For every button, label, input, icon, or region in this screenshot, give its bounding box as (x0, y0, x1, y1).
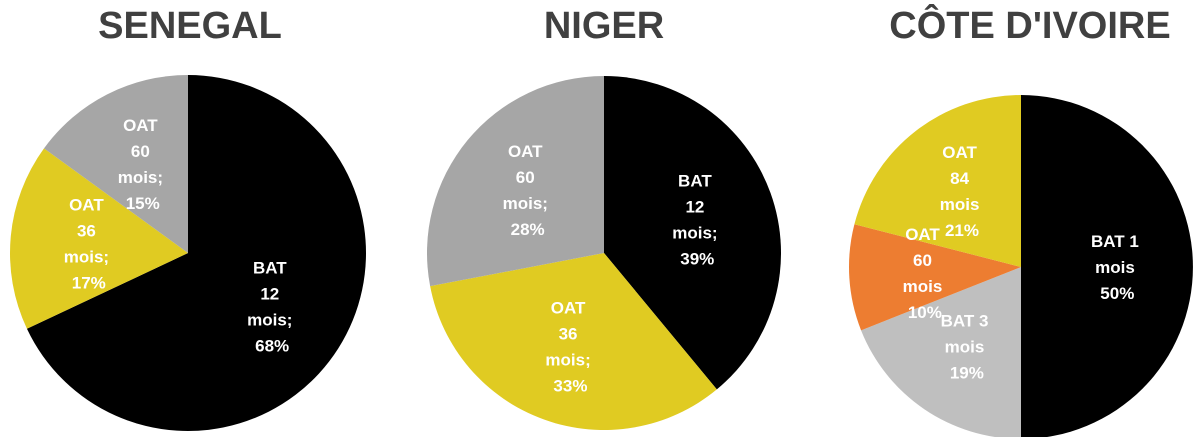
data-label: BAT 12 mois; 68% (247, 258, 297, 355)
pie-slice (1021, 95, 1193, 437)
pie-slice (26, 75, 366, 431)
pie-slice (430, 253, 717, 430)
data-label: OAT 84 mois 21% (940, 143, 984, 240)
pie-slice (849, 224, 1021, 331)
data-label: BAT 1 mois 50% (1091, 232, 1144, 303)
pie-slice (10, 148, 189, 329)
pie-slice (861, 267, 1021, 437)
data-label: OAT 60 mois; 15% (118, 116, 168, 213)
data-label: OAT 36 mois; 33% (545, 298, 595, 395)
pie-slice (427, 76, 604, 287)
chart-title: NIGER (544, 5, 664, 47)
chart-title: SENEGAL (98, 5, 282, 47)
data-label: BAT 3 mois 19% (941, 312, 994, 383)
data-label: OAT 60 mois; 28% (503, 142, 553, 239)
data-label: OAT 60 mois 10% (903, 225, 947, 322)
data-label: BAT 12 mois; 39% (672, 171, 722, 268)
chart-title: CÔTE D'IVOIRE (889, 2, 1170, 47)
data-label: OAT 36 mois; 17% (64, 196, 114, 293)
pie-slice (43, 75, 188, 253)
pie-slice (604, 76, 782, 390)
pie-slice (854, 95, 1021, 267)
